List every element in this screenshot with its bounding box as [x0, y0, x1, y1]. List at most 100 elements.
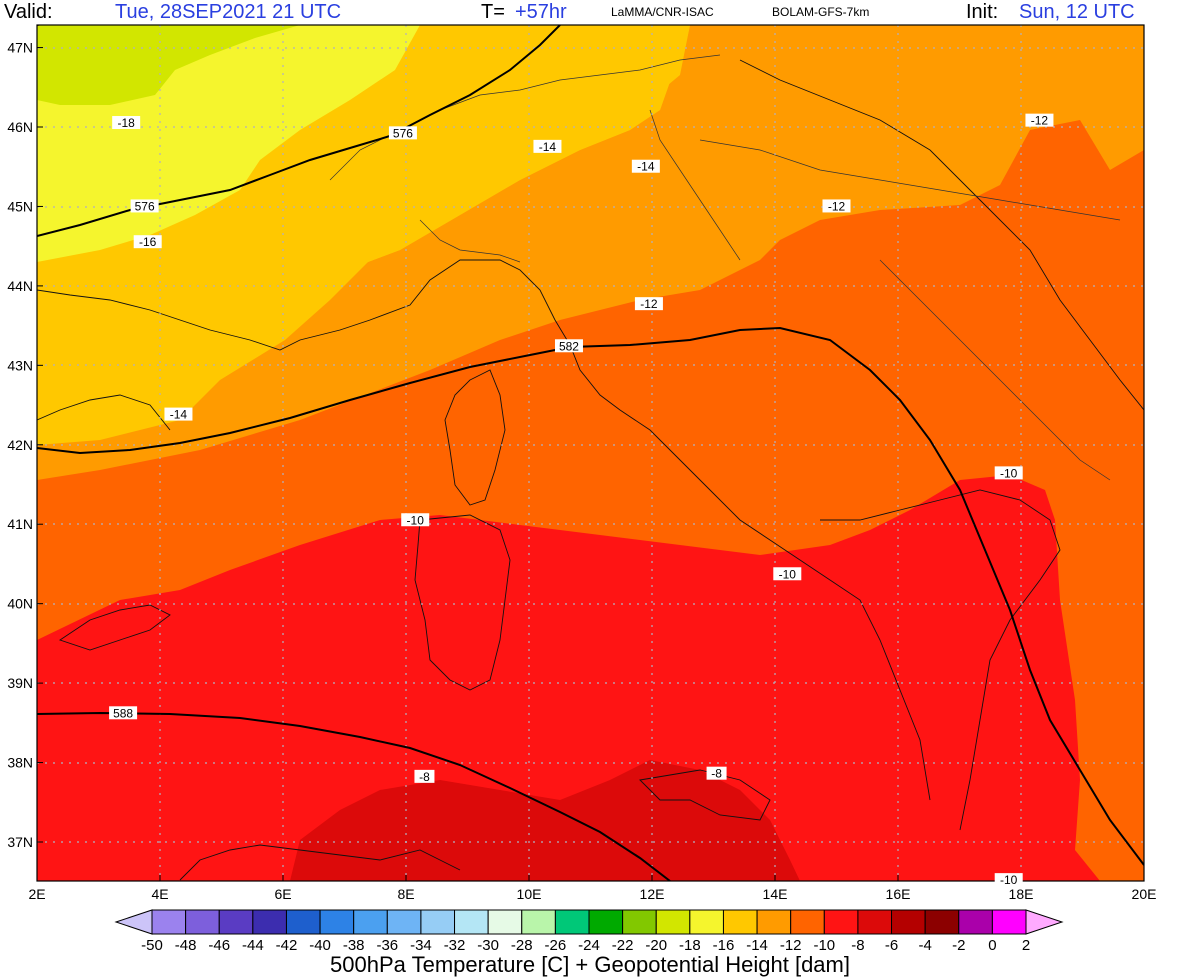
contour-labels: -18 -16 -14 -14 -12 -12 -12 -14 -10 -10 -10 -8 -8 -10… — [109, 113, 1054, 887]
lat-label: 40N — [7, 596, 33, 612]
colorbar-swatch — [420, 909, 456, 935]
temperature-contour-label: -18 — [118, 116, 136, 130]
temperature-contour-label-box — [533, 139, 562, 153]
longitude-labels: 2E 4E 6E 8E 10E 12E 14E 16E 18E 20E — [28, 886, 1156, 902]
model-label: BOLAM-GFS-7km — [772, 5, 870, 19]
lon-label: 2E — [28, 886, 45, 902]
height-contour-label: 576 — [135, 199, 155, 213]
temperature-contour-label-box — [994, 873, 1023, 887]
lon-label: 8E — [397, 886, 414, 902]
colorbar-label: -18 — [679, 937, 701, 950]
lat-label: 44N — [7, 278, 33, 294]
forecast-step-label: T= — [481, 1, 505, 23]
map-header: Valid: Tue, 28SEP2021 21 UTC T= +57hr La… — [0, 0, 1180, 24]
colorbar-swatch — [655, 909, 691, 935]
latitude-labels: 47N 46N 45N 44N 43N 42N 41N 40N 39N 38N 37N — [7, 40, 43, 850]
coastlines — [37, 59, 1144, 881]
colorbar-swatch — [252, 909, 287, 935]
temperature-contour-label-box — [164, 407, 193, 421]
colorbar-label: -12 — [780, 937, 802, 950]
temperature-contour-label-box — [634, 297, 663, 311]
colorbar-swatch — [319, 909, 355, 935]
lon-label: 14E — [763, 886, 788, 902]
colorbar-swatch — [218, 909, 254, 935]
colorbar-label: -36 — [376, 937, 398, 950]
colorbar-label: -42 — [276, 937, 298, 950]
height-contour-576-b — [37, 25, 42, 26]
colorbar-swatch — [386, 909, 422, 935]
lon-label: 12E — [640, 886, 665, 902]
lon-label: 18E — [1009, 886, 1034, 902]
colorbar-label: -40 — [309, 937, 331, 950]
colorbar-swatch — [689, 909, 724, 935]
lat-label: 42N — [7, 437, 33, 453]
colorbar-left-arrow — [114, 909, 153, 935]
temperature-contour-label: -16 — [139, 235, 157, 249]
lat-label: 39N — [7, 675, 33, 691]
lat-label: 38N — [7, 755, 33, 771]
colorbar-label: 0 — [988, 937, 996, 950]
init-time: Sun, 12 UTC — [1019, 1, 1135, 23]
height-contour-label-box — [130, 199, 159, 213]
colorbar-swatch — [454, 909, 489, 935]
colorbar-label: -20 — [645, 937, 667, 950]
init-label: Init: — [966, 1, 999, 23]
colorbar-label: 2 — [1022, 937, 1030, 950]
temperature-contour-label-box — [631, 159, 660, 173]
colorbar-right-arrow — [1025, 909, 1064, 935]
colorbar-label: -10 — [813, 937, 835, 950]
temperature-contour-label: -12 — [1031, 114, 1049, 128]
colorbar-swatch — [353, 909, 388, 935]
colorbar-swatch — [588, 909, 624, 935]
temperature-contour-label-box — [994, 466, 1023, 480]
temperature-contour-label: -12 — [640, 297, 658, 311]
temperature-contour-label-box — [773, 567, 802, 581]
colorbar-label: -50 — [141, 937, 163, 950]
colorbar-label: -30 — [477, 937, 499, 950]
temperature-contour-label-box — [822, 199, 851, 213]
colorbar: -50 -48 -46 -44 -42 -40 -38 -36 -34 -32 -30 -28 -26-… — [114, 909, 1064, 950]
temperature-contour-label-box — [401, 513, 430, 527]
colorbar-label: -26 — [545, 937, 567, 950]
height-contour-label: 582 — [559, 339, 579, 353]
colorbar-swatch — [722, 909, 758, 935]
forecast-step: +57hr — [515, 1, 567, 23]
colorbar-swatch — [924, 909, 960, 935]
colorbar-swatch — [487, 909, 523, 935]
colorbar-label: -34 — [410, 937, 432, 950]
height-contour-label-box — [554, 339, 583, 353]
colorbar-label: -4 — [918, 937, 931, 950]
colorbar-label: -6 — [885, 937, 898, 950]
provider-label: LaMMA/CNR-ISAC — [611, 5, 714, 19]
lat-label: 45N — [7, 198, 33, 214]
colorbar-swatch — [756, 909, 792, 935]
temperature-contour-label-box — [1025, 113, 1054, 127]
temperature-contour-label-box — [112, 116, 141, 130]
colorbar-swatch — [554, 909, 590, 935]
height-contour-label-box — [388, 126, 417, 140]
colorbar-swatch — [857, 909, 893, 935]
colorbar-swatch — [958, 909, 993, 935]
lon-label: 20E — [1132, 886, 1157, 902]
height-contour-588 — [37, 711, 671, 881]
lat-label: 37N — [7, 834, 33, 850]
lon-label: 10E — [517, 886, 542, 902]
temperature-contour-label: -14 — [637, 160, 655, 174]
colorbar-label: -38 — [343, 937, 365, 950]
colorbar-swatch — [891, 909, 926, 935]
colorbar-label: -28 — [511, 937, 533, 950]
lat-label: 47N — [7, 40, 33, 56]
colorbar-swatch — [991, 909, 1027, 935]
lat-label: 43N — [7, 357, 33, 373]
colorbar-label: -24 — [578, 937, 600, 950]
temperature-contour-label: -10 — [779, 567, 797, 581]
temperature-contour-label: -10 — [1000, 466, 1018, 480]
colorbar-label: -8 — [851, 937, 864, 950]
lon-label: 4E — [151, 886, 168, 902]
temperature-contour-label: -10 — [407, 513, 425, 527]
temperature-contour-label: -10 — [1000, 873, 1018, 887]
map-frame — [36, 24, 1145, 882]
colorbar-swatch — [622, 909, 657, 935]
height-contour-label: 588 — [113, 706, 133, 720]
height-contour-582 — [37, 326, 1144, 866]
